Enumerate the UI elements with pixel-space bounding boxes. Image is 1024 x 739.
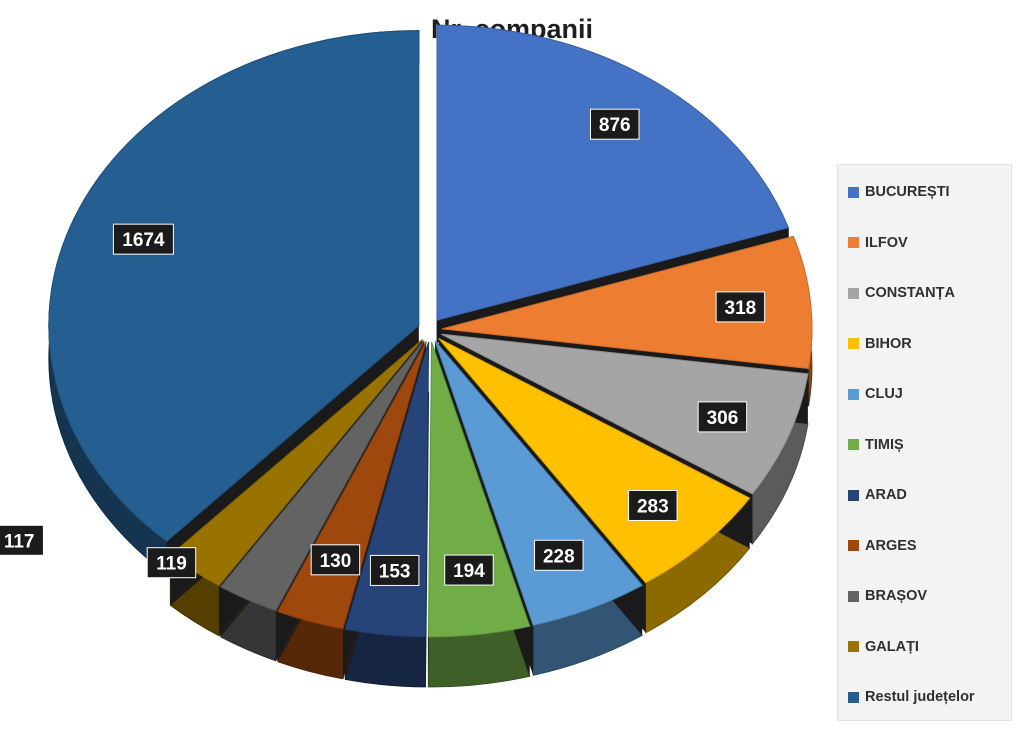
legend-label-6: ARAD bbox=[865, 487, 907, 503]
legend-swatch-4 bbox=[848, 388, 859, 400]
data-label-box-4 bbox=[534, 539, 584, 571]
data-label-text-0: 876 bbox=[599, 115, 631, 136]
slice-8 bbox=[219, 340, 425, 612]
legend-label-0: BUCUREȘTI bbox=[865, 184, 950, 200]
legend-swatch-5 bbox=[848, 439, 859, 450]
data-label-box-9 bbox=[0, 524, 44, 556]
data-label-text-5: 194 bbox=[453, 561, 485, 582]
legend: BUCUREȘTI ILFOV CONSTANȚA BIHOR CLUJ TIMIȘ ARA… bbox=[837, 164, 1012, 721]
data-label-2: 306 bbox=[697, 401, 748, 433]
legend-label-5: TIMIȘ bbox=[865, 436, 904, 453]
data-label-8: 119 bbox=[146, 547, 197, 579]
legend-swatch-9 bbox=[848, 641, 859, 652]
legend-item-7: ARGES bbox=[848, 536, 917, 556]
legend-swatch-3 bbox=[848, 338, 859, 349]
data-labels: 876 318 306 283 228 194 153 130 119 117 1674 bbox=[0, 108, 766, 586]
legend-item-4: CLUJ bbox=[848, 384, 903, 404]
data-label-10: 1674 bbox=[112, 223, 174, 255]
data-label-box-10 bbox=[112, 223, 174, 255]
data-label-3: 283 bbox=[628, 489, 678, 521]
legend-label-7: ARGES bbox=[865, 537, 917, 554]
legend-swatch-7 bbox=[848, 540, 859, 551]
legend-swatch-8 bbox=[848, 590, 859, 602]
legend-item-6: ARAD bbox=[848, 485, 907, 505]
data-label-box-1 bbox=[715, 291, 766, 323]
slice-3 bbox=[438, 337, 751, 584]
data-label-box-6 bbox=[369, 554, 420, 586]
legend-item-9: GALAȚI bbox=[848, 637, 919, 657]
data-label-text-4: 228 bbox=[543, 546, 575, 567]
slice-4 bbox=[434, 340, 643, 626]
legend-item-5: TIMIȘ bbox=[848, 435, 904, 455]
data-label-4: 228 bbox=[534, 539, 584, 571]
legend-label-4: CLUJ bbox=[865, 386, 903, 402]
legend-item-8: BRAȘOV bbox=[848, 586, 927, 606]
legend-item-10: Restul județelor bbox=[848, 687, 975, 707]
data-label-9: 117 bbox=[0, 524, 44, 556]
legend-item-0: BUCUREȘTI bbox=[848, 182, 950, 202]
data-label-box-5 bbox=[444, 554, 494, 586]
legend-swatch-6 bbox=[848, 489, 859, 501]
data-label-text-1: 318 bbox=[725, 298, 757, 319]
data-label-text-7: 130 bbox=[320, 551, 352, 572]
data-label-box-2 bbox=[697, 401, 748, 433]
data-label-1: 318 bbox=[715, 291, 766, 323]
legend-item-1: ILFOV bbox=[848, 233, 908, 253]
legend-swatch-2 bbox=[848, 287, 859, 299]
data-label-text-8: 119 bbox=[156, 554, 187, 575]
data-label-7: 130 bbox=[310, 544, 361, 576]
data-label-6: 153 bbox=[369, 554, 420, 586]
legend-item-2: CONSTANȚA bbox=[848, 283, 955, 303]
legend-label-9: GALAȚI bbox=[865, 638, 919, 655]
data-label-0: 876 bbox=[589, 108, 640, 140]
legend-label-10: Restul județelor bbox=[865, 689, 975, 705]
data-label-text-2: 306 bbox=[707, 408, 739, 429]
slice-10 bbox=[48, 30, 420, 543]
slice-1 bbox=[441, 235, 813, 370]
legend-label-2: CONSTANȚA bbox=[865, 285, 955, 301]
legend-label-8: BRAȘOV bbox=[865, 588, 928, 604]
data-label-text-9: 117 bbox=[4, 531, 35, 552]
data-label-text-3: 283 bbox=[637, 496, 669, 517]
data-label-text-6: 153 bbox=[379, 561, 411, 582]
legend-label-1: ILFOV bbox=[865, 234, 908, 251]
data-label-box-0 bbox=[589, 108, 640, 140]
data-label-text-10: 1674 bbox=[122, 230, 165, 251]
legend-swatch-10 bbox=[848, 691, 859, 703]
legend-item-3: BIHOR bbox=[848, 334, 912, 354]
data-label-5: 194 bbox=[444, 554, 494, 586]
legend-swatch-0 bbox=[848, 186, 859, 198]
slice-0 bbox=[436, 24, 790, 321]
data-label-box-7 bbox=[310, 544, 361, 576]
data-label-box-3 bbox=[628, 489, 678, 521]
legend-label-3: BIHOR bbox=[865, 335, 912, 352]
slice-2 bbox=[441, 333, 809, 495]
data-label-box-8 bbox=[146, 547, 197, 579]
legend-swatch-1 bbox=[848, 237, 859, 248]
